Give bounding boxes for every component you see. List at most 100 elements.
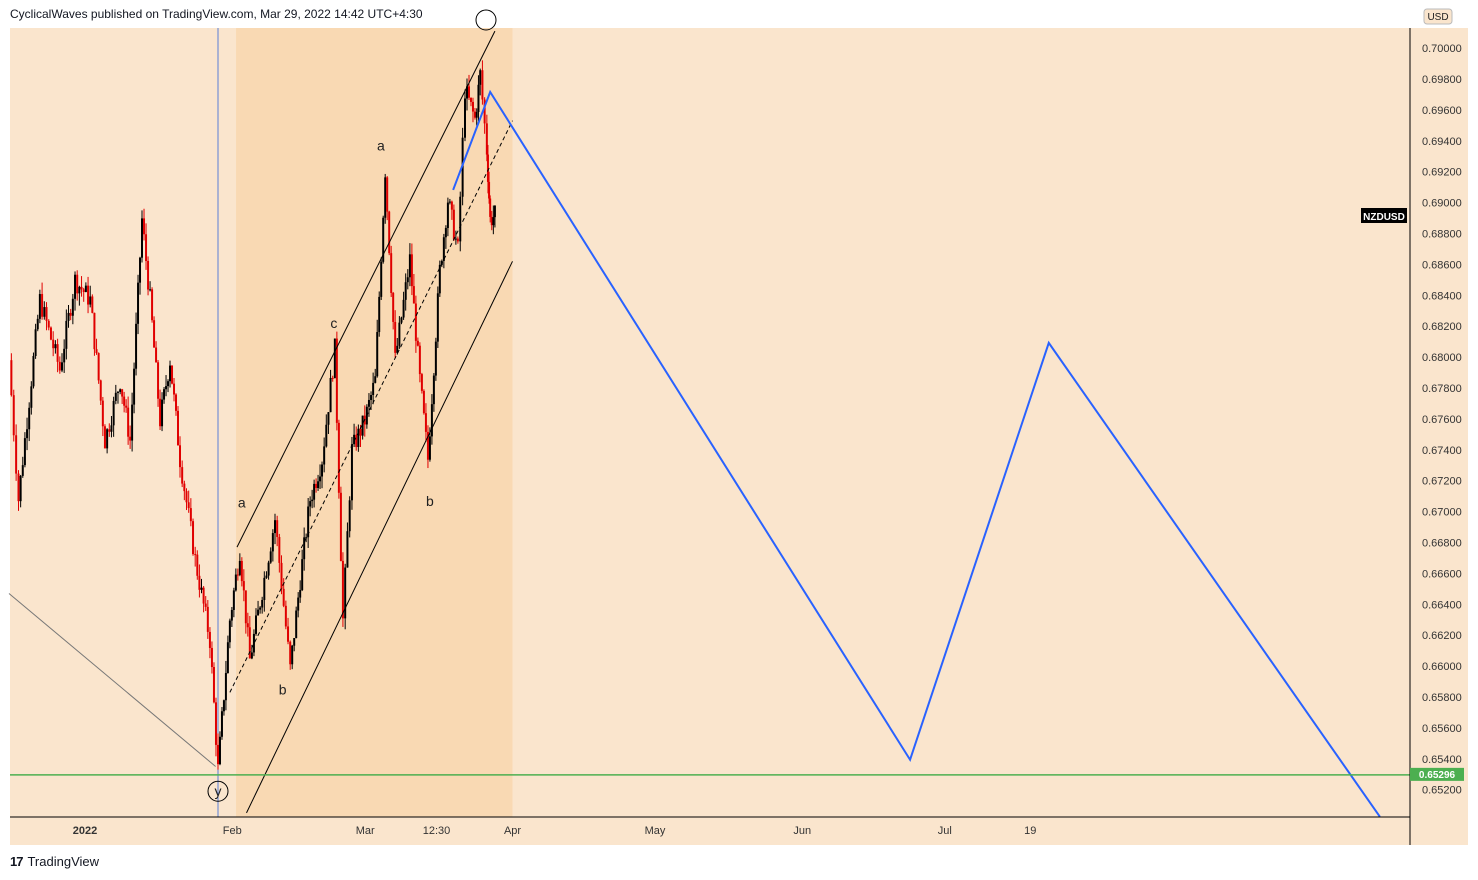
price-chart[interactable]: a b c a b y 0.70000 0.69800 0.69600 0.69400 0.6920… [0, 0, 1478, 850]
candle-body [291, 645, 294, 665]
candle-body [165, 386, 168, 390]
candle [173, 377, 176, 402]
candle [84, 282, 87, 293]
tradingview-footer[interactable]: 17 TradingView [10, 854, 99, 869]
candle-body [307, 506, 310, 538]
candle-body [414, 303, 417, 341]
candle-body [147, 260, 150, 290]
candle-body [234, 574, 237, 591]
candle [278, 533, 281, 573]
candle-body [161, 399, 164, 427]
candle [400, 316, 403, 325]
candle [446, 197, 449, 237]
candle [230, 606, 233, 628]
candle [74, 271, 77, 311]
candle [171, 365, 174, 385]
candle-body [276, 520, 279, 538]
projection-path [452, 89, 1381, 818]
candle [204, 596, 207, 612]
candle [38, 289, 41, 324]
price-tick-label: 0.65400 [1422, 754, 1462, 766]
candle-body [246, 623, 249, 628]
candle [255, 608, 257, 636]
candle-body [469, 97, 472, 102]
candle-body [179, 445, 181, 468]
candle [41, 282, 44, 320]
candle [65, 309, 68, 360]
candle-body [10, 360, 13, 396]
candle-body [274, 520, 276, 534]
candle-body [481, 70, 484, 100]
candle [259, 605, 262, 614]
candle-body [242, 581, 245, 591]
candle [492, 205, 495, 235]
candle [97, 352, 100, 384]
candle [357, 424, 360, 452]
candle [135, 312, 138, 376]
candle [420, 372, 423, 394]
candle-body [196, 554, 199, 576]
candle [63, 339, 66, 373]
candle-body [222, 700, 225, 712]
symbol-label: NZDUSD [1363, 212, 1405, 223]
candle-body [224, 673, 227, 701]
candle-body [404, 282, 407, 300]
currency-label: USD [1427, 12, 1448, 23]
candle-body [65, 320, 68, 349]
candle [101, 396, 104, 437]
candle-body [101, 400, 104, 427]
candle [438, 260, 441, 297]
candle-body [370, 395, 373, 400]
chart-background [10, 28, 1468, 845]
candle [489, 195, 492, 223]
candle [416, 337, 419, 347]
candle [384, 173, 387, 224]
candle-body [206, 606, 209, 632]
candle-body [333, 338, 336, 379]
candle [129, 425, 132, 449]
candle [456, 236, 459, 244]
candle [317, 474, 320, 491]
price-axis [1410, 28, 1468, 845]
candle [108, 423, 111, 437]
candle-body [230, 609, 233, 621]
candle [265, 571, 268, 579]
candle-body [232, 590, 235, 610]
candle [307, 497, 310, 548]
candle [269, 547, 272, 564]
candle-body [428, 436, 431, 460]
candle [355, 426, 358, 451]
candle [378, 291, 381, 337]
candle-body [426, 431, 429, 460]
price-tick-label: 0.67400 [1422, 445, 1462, 457]
candle-body [210, 647, 213, 668]
candle [214, 697, 217, 757]
candle [169, 360, 172, 388]
candle [36, 314, 39, 332]
candle [52, 331, 55, 357]
candle-body [137, 282, 140, 324]
candle-body [489, 198, 492, 217]
candle [289, 640, 292, 670]
candle [12, 389, 15, 442]
candle-body [114, 392, 117, 401]
candle-body [145, 234, 148, 261]
candle-body [479, 70, 482, 85]
candle [353, 423, 356, 448]
candle [93, 312, 96, 356]
candle [183, 480, 186, 501]
candle [410, 243, 413, 296]
candle-body [17, 473, 20, 502]
candle [49, 326, 52, 341]
candle [208, 627, 211, 659]
candle [119, 388, 122, 395]
candle [293, 638, 296, 652]
candle-body [367, 399, 370, 407]
candle-body [28, 407, 31, 430]
brand-label: TradingView [27, 854, 100, 869]
candle-body [54, 344, 57, 349]
price-tick-label: 0.69600 [1422, 105, 1462, 117]
candle-body [485, 123, 488, 155]
candle [151, 287, 154, 323]
candle [45, 302, 48, 331]
